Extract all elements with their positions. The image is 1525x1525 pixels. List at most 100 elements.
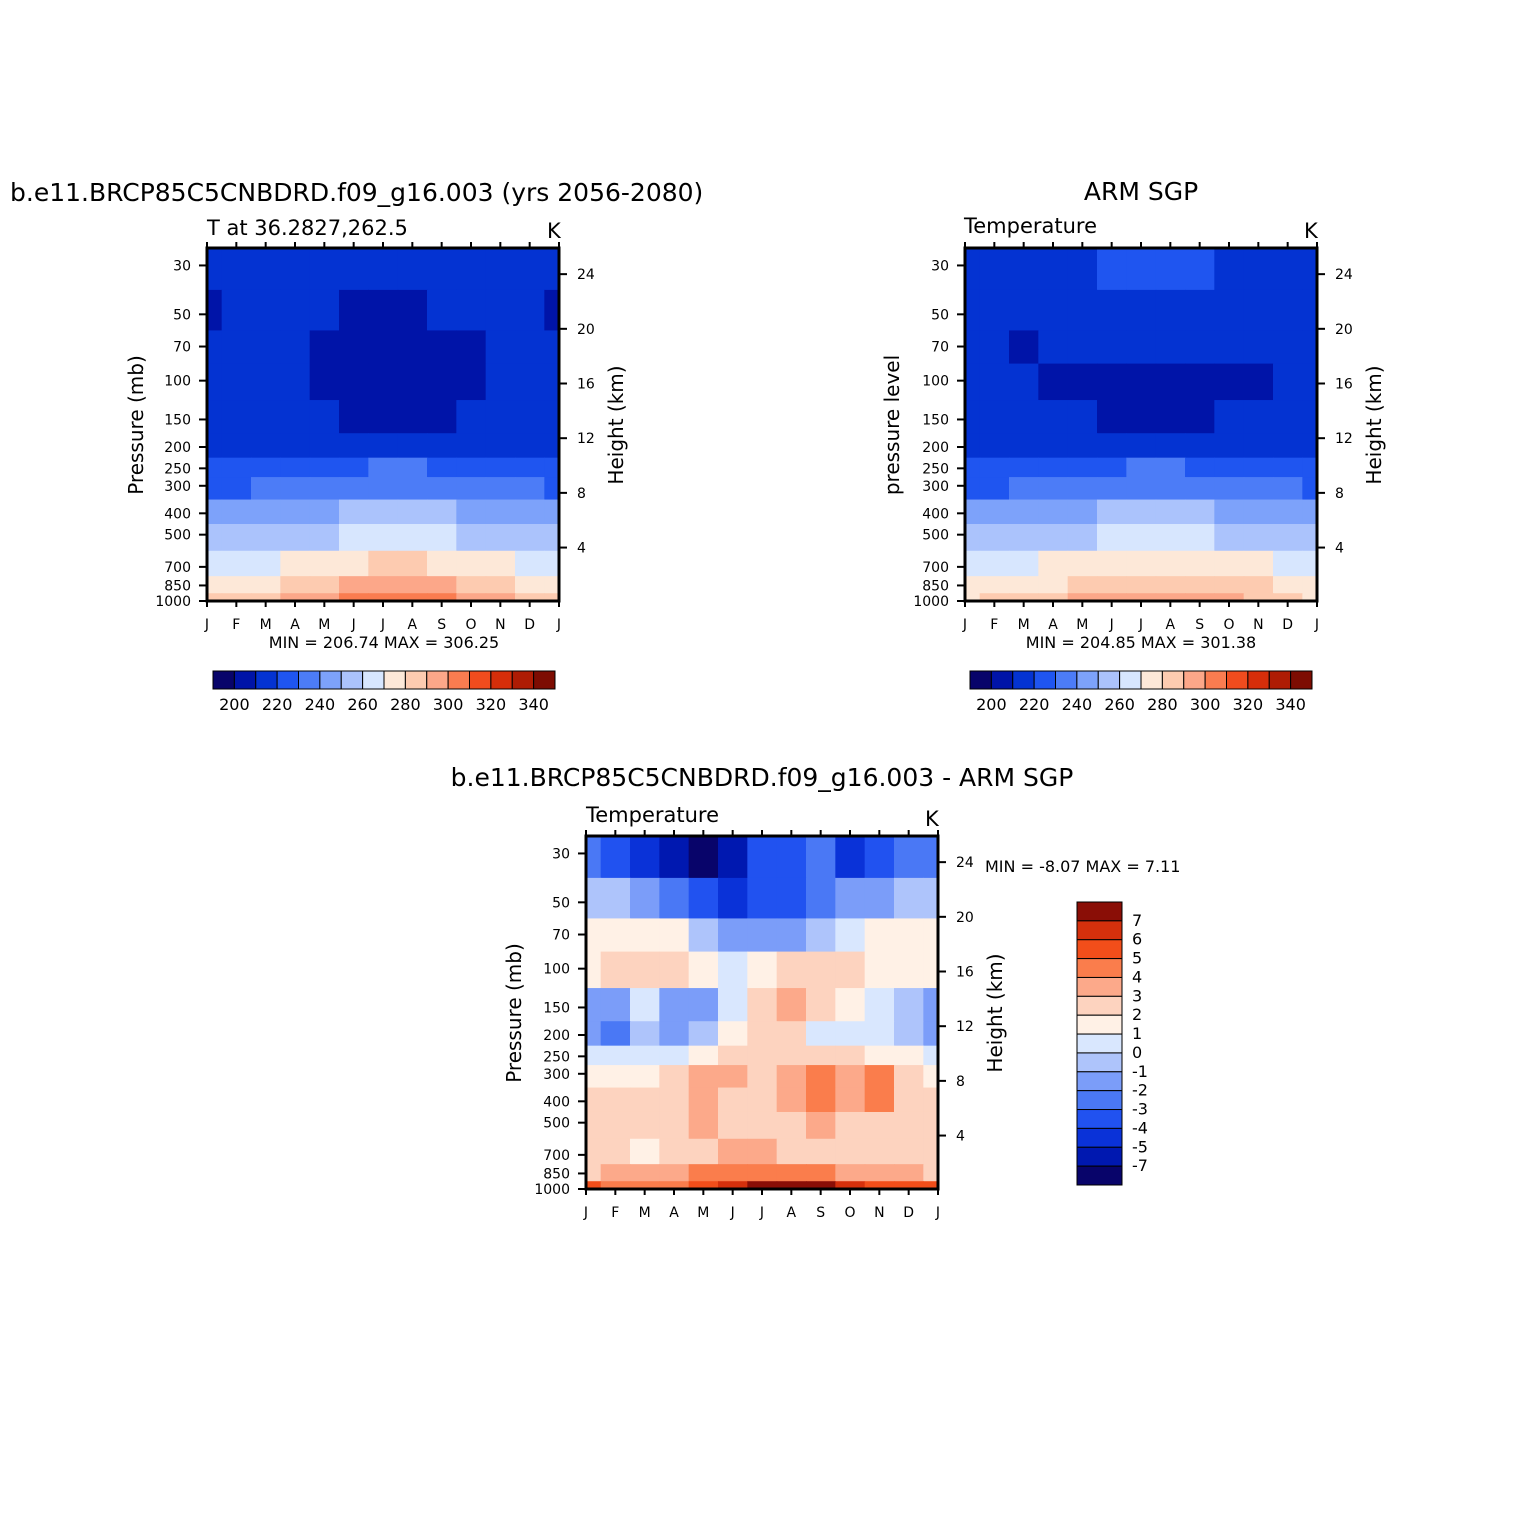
heatmap-cell bbox=[923, 1181, 939, 1190]
heatmap-cell bbox=[280, 248, 311, 291]
colorbar-box bbox=[469, 670, 492, 690]
heatmap-cell bbox=[1038, 576, 1069, 594]
y2-tick-label: 12 bbox=[956, 1019, 974, 1035]
heatmap-cell bbox=[747, 1021, 778, 1047]
heatmap-cell bbox=[688, 1087, 719, 1113]
heatmap-cell bbox=[515, 248, 545, 291]
colorbar-box bbox=[1140, 670, 1163, 690]
heatmap-cell bbox=[923, 1164, 939, 1182]
heatmap-cell bbox=[1038, 289, 1069, 332]
heatmap-cell bbox=[544, 400, 560, 434]
heatmap-cell bbox=[544, 499, 560, 525]
heatmap-cell bbox=[923, 1087, 939, 1113]
heatmap-cell bbox=[221, 499, 252, 525]
heatmap-cell bbox=[835, 1111, 866, 1140]
heatmap-cell bbox=[427, 550, 457, 577]
heatmap-cell bbox=[835, 1164, 866, 1182]
heatmap-cell bbox=[979, 457, 1010, 478]
panel-model-title: b.e11.BRCP85C5CNBDRD.f09_g16.003 (yrs 20… bbox=[10, 178, 703, 207]
x-tick-label: M bbox=[1076, 617, 1088, 633]
x-tick-label: S bbox=[816, 1205, 825, 1221]
heatmap-cell bbox=[1155, 477, 1186, 501]
heatmap-cell bbox=[280, 499, 311, 525]
heatmap-cell bbox=[221, 289, 252, 332]
heatmap-cell bbox=[1302, 576, 1318, 594]
y-tick-label: 700 bbox=[164, 560, 191, 576]
heatmap-cell bbox=[1038, 457, 1069, 478]
heatmap-cell bbox=[1067, 248, 1098, 291]
heatmap-cell bbox=[368, 523, 399, 552]
heatmap-cell bbox=[1067, 433, 1098, 459]
heatmap-cell bbox=[368, 477, 399, 501]
y2-tick-label: 8 bbox=[1335, 486, 1344, 502]
heatmap-cell bbox=[659, 1181, 690, 1190]
heatmap-cell bbox=[207, 330, 223, 365]
heatmap-cell bbox=[688, 951, 719, 989]
heatmap-cell bbox=[1302, 363, 1318, 401]
heatmap-cell bbox=[1302, 457, 1318, 478]
heatmap-cell bbox=[586, 988, 602, 1022]
heatmap-cell bbox=[806, 877, 836, 920]
heatmap-cell bbox=[368, 499, 399, 525]
heatmap-cell bbox=[427, 576, 457, 594]
heatmap-cell bbox=[1097, 363, 1127, 401]
heatmap-cell bbox=[280, 400, 311, 434]
heatmap-cell bbox=[280, 593, 311, 602]
heatmap-cell bbox=[515, 576, 545, 594]
y2-tick-label: 24 bbox=[577, 267, 595, 283]
panel-diff: b.e11.BRCP85C5CNBDRD.f09_g16.003 - ARM S… bbox=[451, 763, 1181, 1221]
colorbar-box bbox=[1226, 670, 1249, 690]
y-tick-label: 1000 bbox=[534, 1182, 570, 1198]
heatmap-cell bbox=[251, 576, 281, 594]
heatmap-cell bbox=[979, 523, 1010, 552]
heatmap-cell bbox=[776, 1111, 807, 1140]
heatmap-cell bbox=[1155, 593, 1186, 602]
heatmap-cell bbox=[747, 951, 778, 989]
heatmap-cell bbox=[207, 433, 223, 459]
heatmap-cell bbox=[965, 400, 981, 434]
heatmap-cell bbox=[864, 1087, 895, 1113]
y-tick-label: 500 bbox=[164, 528, 191, 544]
heatmap-cell bbox=[600, 877, 631, 920]
colorbar-box bbox=[233, 670, 257, 690]
heatmap-cell bbox=[979, 248, 1010, 291]
y-tick-label: 400 bbox=[164, 506, 191, 522]
heatmap-cell bbox=[688, 1021, 719, 1047]
heatmap-cell bbox=[600, 951, 631, 989]
colorbar-label: -4 bbox=[1132, 1118, 1148, 1137]
heatmap-cell bbox=[1097, 576, 1127, 594]
heatmap-cell bbox=[718, 1181, 748, 1190]
y-tick-label: 200 bbox=[922, 440, 949, 456]
colorbar-label: 280 bbox=[1147, 695, 1178, 714]
colorbar-label: 280 bbox=[390, 695, 421, 714]
heatmap-cell bbox=[221, 248, 252, 291]
heatmap-cell bbox=[864, 877, 895, 920]
heatmap-cell bbox=[776, 1138, 807, 1165]
heatmap-cell bbox=[659, 951, 690, 989]
panel-model-units: K bbox=[547, 219, 562, 243]
heatmap-cell bbox=[965, 289, 981, 332]
colorbar-label: 300 bbox=[433, 695, 464, 714]
y-tick-label: 1000 bbox=[913, 594, 949, 610]
colorbar-box bbox=[362, 670, 385, 690]
heatmap-cell bbox=[309, 499, 340, 525]
heatmap-cell bbox=[1273, 433, 1303, 459]
heatmap-cell bbox=[207, 523, 223, 552]
panel-diff-units: K bbox=[925, 807, 940, 831]
heatmap-cell bbox=[544, 330, 560, 365]
colorbar-label: 4 bbox=[1132, 967, 1142, 986]
heatmap-cell bbox=[397, 330, 428, 365]
heatmap-cell bbox=[894, 877, 924, 920]
diff-ylabel: Pressure (mb) bbox=[502, 943, 526, 1083]
colorbar-box bbox=[1076, 1014, 1123, 1035]
heatmap-cell bbox=[456, 477, 487, 501]
colorbar-label: -3 bbox=[1132, 1100, 1148, 1119]
heatmap-cell bbox=[1243, 289, 1274, 332]
heatmap-cell bbox=[221, 523, 252, 552]
heatmap-cell bbox=[1302, 593, 1318, 602]
heatmap-cell bbox=[718, 1065, 748, 1089]
heatmap-cell bbox=[835, 988, 866, 1022]
heatmap-cell bbox=[515, 433, 545, 459]
x-tick-label: O bbox=[1223, 617, 1234, 633]
heatmap-cell bbox=[427, 363, 457, 401]
